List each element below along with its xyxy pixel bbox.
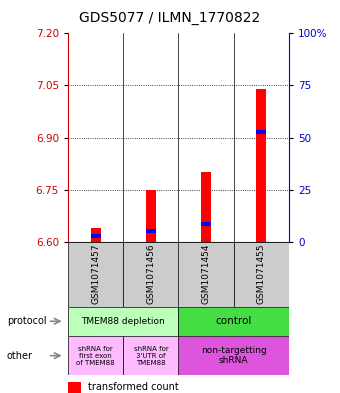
Bar (91, 228, 101, 242)
Text: shRNA for
3'UTR of
TMEM88: shRNA for 3'UTR of TMEM88 (134, 346, 168, 365)
Bar (146, 190, 156, 242)
Text: control: control (216, 316, 252, 326)
Bar (201, 172, 211, 242)
Bar (146, 229, 156, 233)
Text: TMEM88 depletion: TMEM88 depletion (81, 317, 165, 326)
Bar (68, 382, 81, 393)
Text: GSM1071456: GSM1071456 (147, 244, 155, 305)
Bar (201, 222, 211, 226)
Bar (178, 307, 289, 336)
Text: GSM1071454: GSM1071454 (202, 244, 210, 304)
Bar (123, 242, 178, 307)
Bar (178, 336, 289, 375)
Bar (256, 130, 266, 134)
Text: non-targetting
shRNA: non-targetting shRNA (201, 346, 267, 365)
Text: GDS5077 / ILMN_1770822: GDS5077 / ILMN_1770822 (79, 11, 261, 25)
Bar (91, 234, 101, 238)
Bar (234, 242, 289, 307)
Text: other: other (7, 351, 33, 361)
Bar (123, 336, 178, 375)
Bar (68, 336, 123, 375)
Bar (68, 307, 178, 336)
Bar (68, 242, 123, 307)
Bar (178, 242, 234, 307)
Text: protocol: protocol (7, 316, 47, 326)
Text: transformed count: transformed count (88, 382, 178, 393)
Text: shRNA for
first exon
of TMEM88: shRNA for first exon of TMEM88 (76, 346, 115, 365)
Text: GSM1071457: GSM1071457 (91, 244, 100, 305)
Bar (256, 89, 266, 242)
Text: GSM1071455: GSM1071455 (257, 244, 266, 305)
